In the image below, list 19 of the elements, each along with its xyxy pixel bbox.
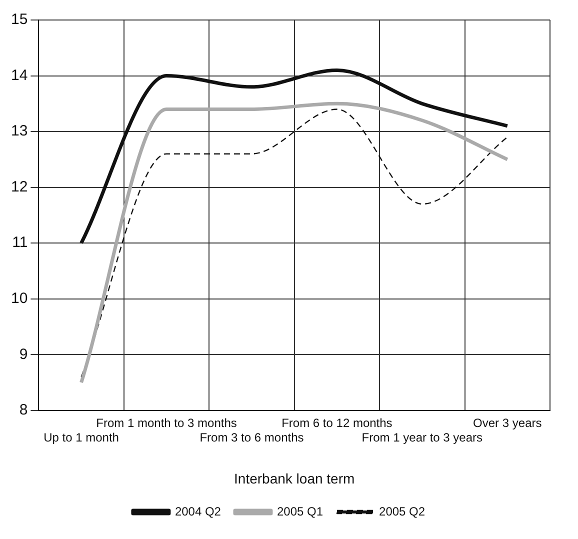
x-tick-label: Up to 1 month xyxy=(44,430,119,444)
y-tick-label: 8 xyxy=(19,402,28,419)
legend-label: 2005 Q2 xyxy=(379,504,426,518)
y-tick-label: 15 xyxy=(10,11,28,28)
x-tick-label: From 3 to 6 months xyxy=(200,430,304,444)
y-tick-label: 12 xyxy=(10,178,28,196)
legend-label: 2004 Q2 xyxy=(174,504,222,518)
y-tick-label: 11 xyxy=(12,234,28,252)
y-tick-label: 9 xyxy=(19,346,28,363)
line-series xyxy=(80,68,510,245)
x-tick-label: From 1 month to 3 months xyxy=(96,416,237,430)
x-axis-title: Interbank loan term xyxy=(234,470,355,486)
x-tick-label: From 1 year to 3 years xyxy=(362,430,483,444)
x-tick-label: From 6 to 12 months xyxy=(282,416,392,430)
y-tick-label: 14 xyxy=(10,66,28,84)
y-tick-label: 13 xyxy=(10,122,28,140)
legend-label: 2005 Q1 xyxy=(276,504,324,518)
x-tick-label: Over 3 years xyxy=(473,416,542,430)
y-tick-label: 10 xyxy=(10,290,28,307)
